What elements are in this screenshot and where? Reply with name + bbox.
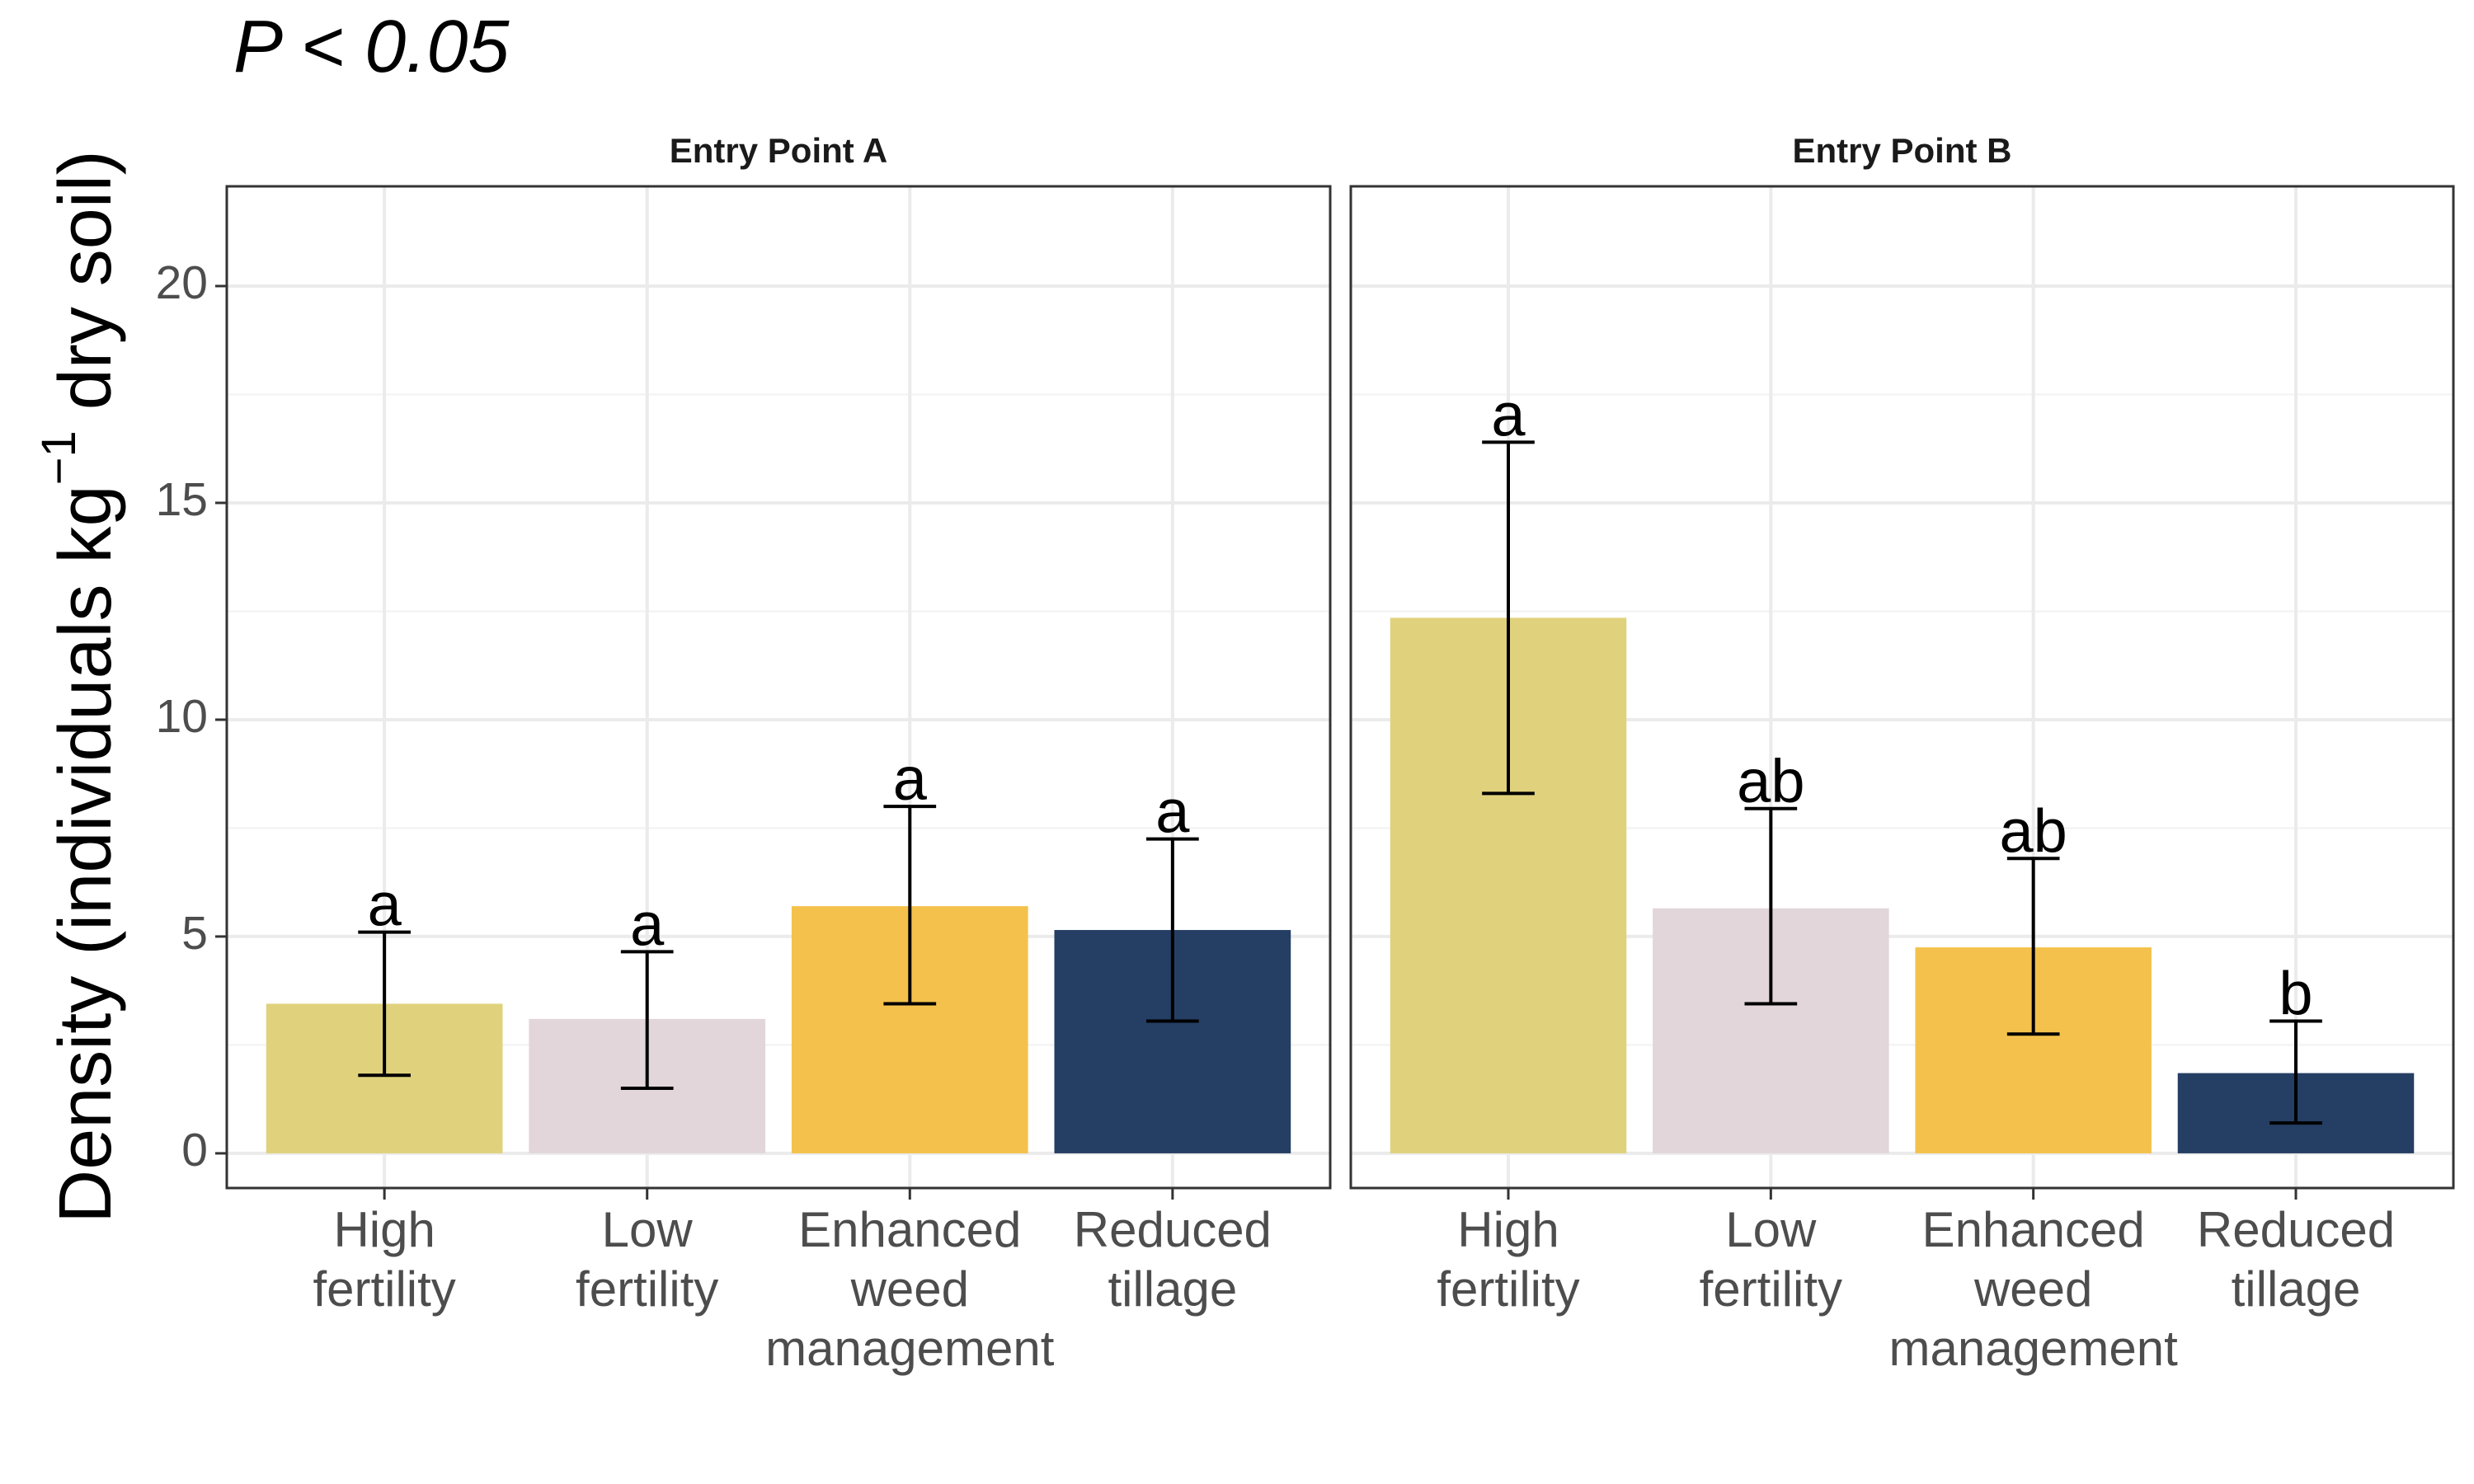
- y-axis-label: Density (individuals kg−1 dry soil): [32, 150, 126, 1223]
- x-tick-label-line: fertility: [1437, 1261, 1579, 1317]
- significance-letter: b: [2279, 960, 2312, 1028]
- x-tick-label-line: fertility: [576, 1261, 718, 1317]
- y-tick-label: 5: [181, 907, 208, 960]
- x-tick-label: Reduced tillage: [2197, 1202, 2395, 1317]
- facet-title: Entry Point B: [1792, 131, 2011, 170]
- x-tick-label-line: Reduced: [1074, 1202, 1272, 1257]
- x-tick-label-line: fertility: [313, 1261, 455, 1317]
- x-tick-label-line: Enhanced: [1922, 1202, 2145, 1257]
- significance-letter: a: [893, 744, 928, 813]
- significance-letter: ab: [2000, 796, 2067, 865]
- y-axis-label-part: Density (individuals kg: [45, 485, 127, 1223]
- significance-letter: a: [368, 871, 402, 939]
- x-tick-label-line: tillage: [1108, 1261, 1237, 1317]
- x-tick-label-line: tillage: [2232, 1261, 2361, 1317]
- x-tick-label-line: weed: [1973, 1261, 2092, 1317]
- x-tick-label: Low fertility: [576, 1202, 718, 1317]
- x-tick-label: High fertility: [1437, 1202, 1579, 1317]
- x-tick-label-line: weed: [850, 1261, 969, 1317]
- x-tick-label-line: management: [765, 1321, 1055, 1376]
- facet-title: Entry Point A: [670, 131, 887, 170]
- x-tick-label: Enhanced weed management: [765, 1202, 1055, 1376]
- significance-letter: a: [1491, 380, 1526, 448]
- significance-letter: a: [630, 890, 665, 958]
- panel-border: [1349, 185, 2455, 1190]
- significance-letter: a: [1155, 777, 1190, 846]
- x-tick-label-line: fertility: [1700, 1261, 1842, 1317]
- y-axis-label-superscript: −1: [32, 430, 86, 485]
- chart-title: P < 0.05: [233, 6, 510, 88]
- panel-border: [225, 185, 1332, 1190]
- x-tick-label: Reduced tillage: [1074, 1202, 1272, 1317]
- y-tick-label: 15: [156, 473, 208, 526]
- x-tick-label-line: High: [1457, 1202, 1559, 1257]
- y-tick-label: 20: [156, 256, 208, 309]
- x-tick-label-line: Low: [602, 1202, 694, 1257]
- significance-letter: ab: [1737, 747, 1804, 815]
- x-tick-label: High fertility: [313, 1202, 455, 1317]
- y-tick-label: 10: [156, 690, 208, 743]
- x-tick-label-line: management: [1889, 1321, 2179, 1376]
- x-tick-label-line: High: [333, 1202, 435, 1257]
- x-tick-label-line: Reduced: [2197, 1202, 2395, 1257]
- y-axis-label-part: dry soil): [45, 150, 127, 430]
- x-tick-label-line: Low: [1725, 1202, 1817, 1257]
- y-tick-label: 0: [181, 1124, 208, 1176]
- x-tick-label: Low fertility: [1700, 1202, 1842, 1317]
- x-tick-label-line: Enhanced: [798, 1202, 1021, 1257]
- x-tick-label: Enhanced weed management: [1889, 1202, 2179, 1376]
